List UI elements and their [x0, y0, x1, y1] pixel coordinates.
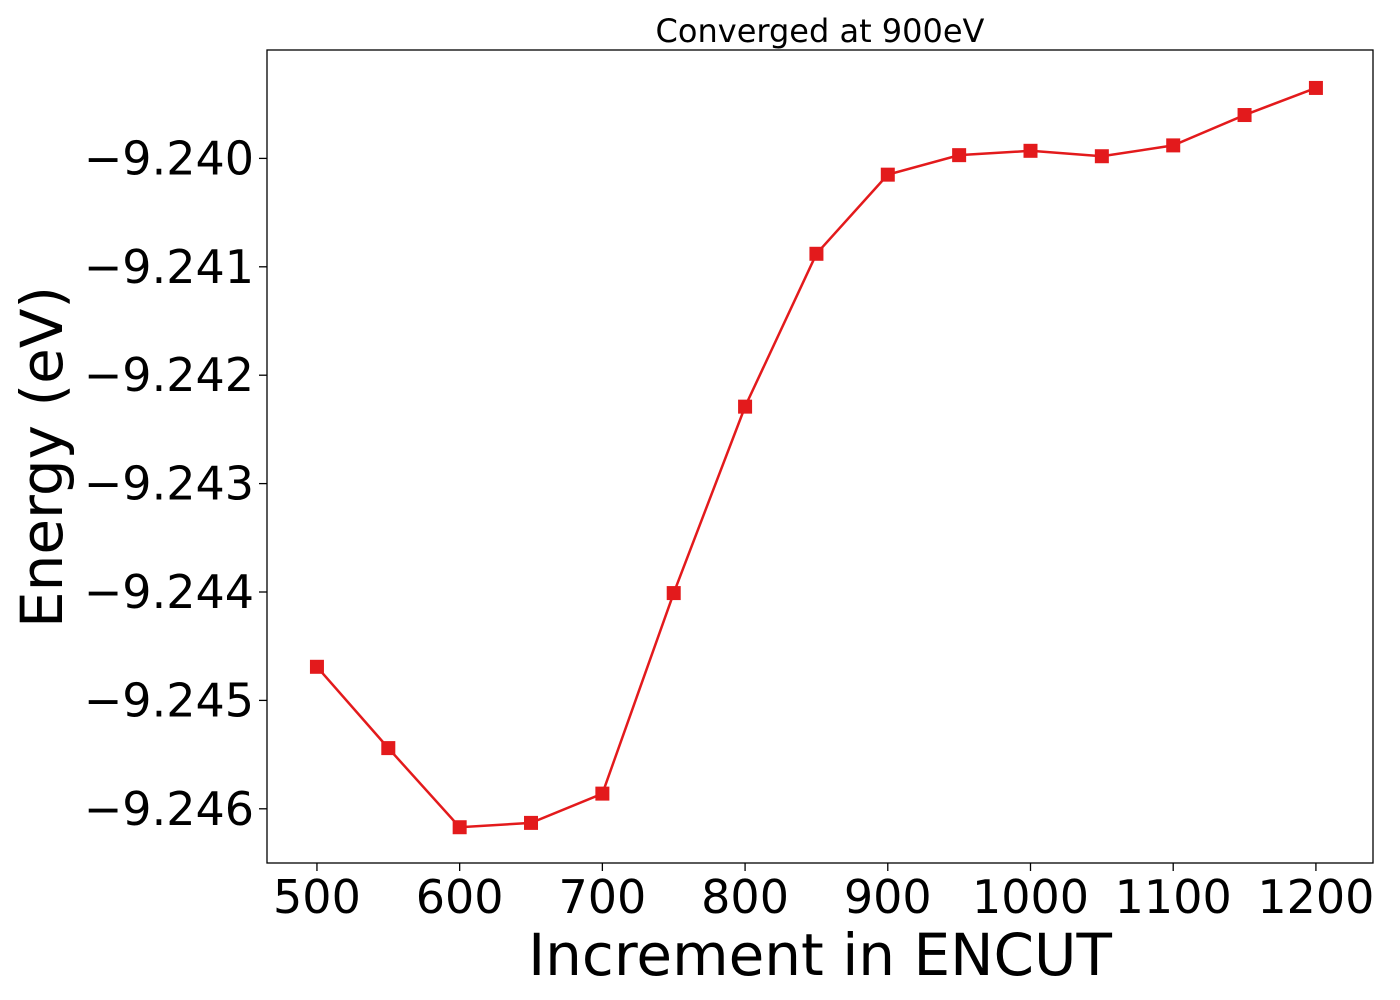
x-axis: 500 600 700 800 900 1000 1100 1200 [273, 863, 1374, 924]
data-point [1308, 80, 1323, 95]
data-point [952, 148, 967, 163]
x-tick-label: 700 [558, 870, 646, 924]
data-point [1023, 143, 1038, 158]
x-tick-label: 1200 [1257, 870, 1374, 924]
y-tick-label: −9.242 [84, 348, 254, 402]
data-point [1166, 138, 1181, 153]
x-tick-label: 800 [701, 870, 789, 924]
y-tick-label: −9.243 [84, 457, 254, 511]
data-point [452, 820, 467, 835]
x-tick-label: 1100 [1115, 870, 1232, 924]
series-layer [309, 80, 1323, 835]
data-point [524, 815, 539, 830]
data-point [309, 659, 324, 674]
y-tick-label: −9.246 [84, 782, 254, 836]
x-tick-label: 1000 [972, 870, 1089, 924]
y-tick-label: −9.245 [84, 673, 254, 727]
y-axis: −9.240 −9.241 −9.242 −9.243 −9.244 −9.245 −9.2… [84, 131, 267, 836]
data-point [381, 741, 396, 756]
data-point [1094, 149, 1109, 164]
x-tick-label: 900 [844, 870, 932, 924]
y-axis-label: Energy (eV) [8, 286, 76, 628]
data-point [809, 246, 824, 261]
data-point [880, 167, 895, 182]
data-point [666, 586, 681, 601]
y-tick-label: −9.244 [84, 565, 254, 619]
series-line [316, 86, 1317, 829]
data-point [738, 399, 753, 414]
chart-title: Converged at 900eV [656, 12, 985, 50]
x-axis-label: Increment in ENCUT [528, 921, 1112, 989]
y-tick-label: −9.240 [84, 131, 254, 185]
x-tick-label: 600 [416, 870, 504, 924]
plot-frame [266, 49, 1374, 864]
y-tick-label: −9.241 [84, 240, 254, 294]
data-point [595, 786, 610, 801]
data-point [1237, 108, 1252, 123]
x-tick-label: 500 [273, 870, 361, 924]
